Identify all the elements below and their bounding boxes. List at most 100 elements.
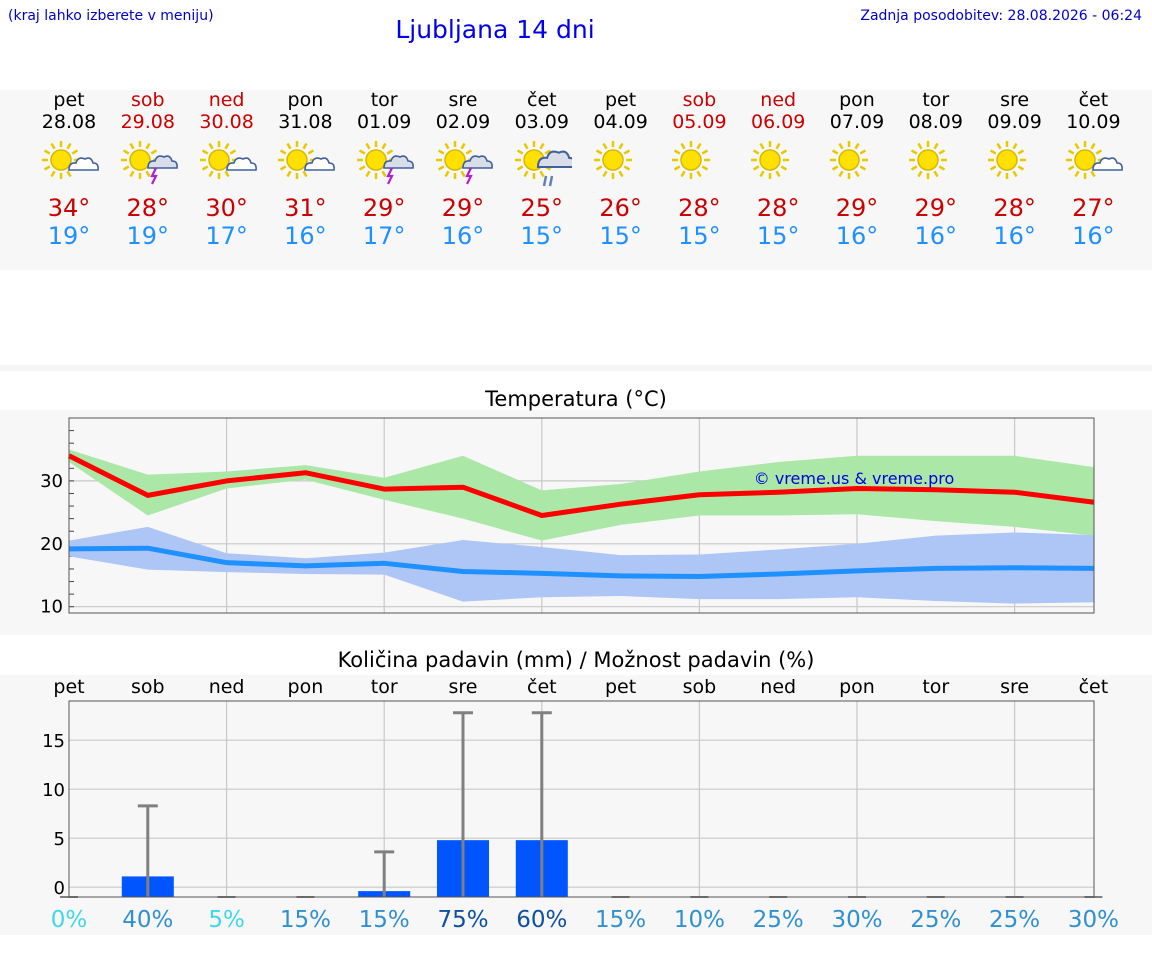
day-column: tor 08.09 29° 16°: [896, 90, 976, 250]
last-updated: Zadnja posodobitev: 28.08.2026 - 06:24: [860, 8, 1142, 24]
sun-icon: [672, 141, 711, 179]
day-date: 02.09: [435, 111, 491, 133]
day-date: 09.09: [987, 111, 1042, 133]
day-name: ned: [208, 89, 245, 111]
day-date: 10.09: [1066, 111, 1121, 133]
precip-probability: 40%: [122, 907, 173, 933]
temp-max: 29°: [362, 194, 406, 222]
day-date: 05.09: [672, 111, 727, 133]
precip-probability: 15%: [280, 907, 331, 933]
min-temp-band: [69, 526, 1094, 604]
temp-min: 17°: [362, 222, 406, 250]
day-column: pet 28.08 34° 19°: [29, 90, 109, 250]
precip-probability: 5%: [208, 907, 245, 933]
page-title: Ljubljana 14 dni: [395, 15, 595, 44]
y-tick-label: 15: [42, 731, 65, 752]
y-tick-label: 5: [54, 829, 65, 850]
sun-icon: [987, 141, 1026, 179]
day-name: pet: [604, 89, 637, 111]
day-date: 28.08: [41, 111, 97, 133]
day-column: tor 01.09 29° 17°: [344, 90, 424, 250]
day-date: 01.09: [356, 111, 412, 133]
day-name: čet: [1078, 89, 1109, 111]
day-name: čet: [527, 89, 557, 111]
temp-max: 28°: [126, 194, 170, 222]
day-name: pon: [287, 89, 324, 111]
temp-max: 28°: [678, 194, 721, 222]
day-name: sob: [131, 89, 165, 111]
day-column: pon 31.08 31° 16°: [265, 90, 345, 250]
temp-max: 34°: [47, 194, 91, 222]
day-column: sob 05.09 28° 15°: [659, 90, 739, 250]
temp-max: 28°: [993, 194, 1036, 222]
max-temp-line: [67, 453, 1095, 518]
day-column: čet 03.09 25° 15°: [502, 90, 582, 250]
y-tick-label: 30: [40, 471, 63, 492]
day-name: pet: [53, 89, 85, 111]
temp-min: 16°: [835, 222, 879, 250]
x-category-label: sob: [683, 676, 717, 698]
temp-min: 17°: [205, 222, 248, 250]
day-date: 06.09: [750, 111, 806, 133]
precip-probability: 15%: [359, 907, 410, 933]
sun-cloud-icon: [278, 141, 336, 179]
temp-min: 16°: [1072, 222, 1115, 250]
temp-min: 19°: [47, 222, 91, 250]
temp-min: 16°: [914, 222, 958, 250]
x-category-label: pon: [288, 676, 324, 698]
day-name: tor: [922, 89, 950, 111]
y-tick-label: 10: [42, 780, 65, 801]
plot-border: [68, 700, 1095, 898]
precip-probability: 30%: [1068, 907, 1119, 933]
precip-probability: 25%: [910, 907, 961, 933]
min-temp-line: [68, 545, 1095, 580]
temp-min: 15°: [756, 222, 800, 250]
temp-min: 16°: [284, 222, 327, 250]
day-column: sob 29.08 28° 19°: [108, 90, 188, 250]
day-date: 29.08: [120, 111, 175, 133]
y-tick-label: 10: [40, 597, 63, 618]
day-name: sre: [448, 89, 478, 111]
temperature-chart-title: Temperatura (°C): [485, 387, 667, 411]
precip-probability: 25%: [989, 907, 1040, 933]
temp-max: 27°: [1072, 194, 1115, 222]
location-hint: (kraj lahko izberete v meniju): [8, 8, 214, 24]
temp-min: 15°: [520, 222, 564, 250]
y-tick-label: 20: [40, 534, 63, 555]
precip-probability: 15%: [595, 907, 646, 933]
day-column: pet 04.09 26° 15°: [581, 90, 661, 250]
sun-icon: [751, 141, 790, 179]
max-temp-band: [69, 449, 1094, 541]
plot-area: [69, 701, 1094, 897]
day-name: pon: [839, 89, 875, 111]
temp-max: 30°: [205, 194, 248, 222]
sun-rain-icon: [514, 141, 572, 187]
sun-icon: [593, 141, 632, 179]
separator: [0, 365, 1152, 371]
temp-max: 29°: [914, 194, 958, 222]
sun-cloud-icon: [199, 141, 257, 179]
precip-probability: 10%: [674, 907, 725, 933]
precip-probability: 25%: [753, 907, 804, 933]
day-column: čet 10.09 27° 16°: [1053, 90, 1133, 250]
temp-max: 31°: [284, 194, 327, 222]
x-category-label: čet: [527, 676, 557, 698]
day-date: 31.08: [278, 111, 333, 133]
day-date: 30.08: [199, 111, 254, 133]
day-name: sre: [1000, 89, 1030, 111]
sun-cloud-icon: [1066, 141, 1124, 179]
day-name: sob: [682, 89, 717, 111]
temp-min: 15°: [678, 222, 721, 250]
day-column: sre 09.09 28° 16°: [975, 90, 1055, 250]
sun-storm-icon: [120, 141, 178, 185]
day-date: 03.09: [514, 111, 569, 133]
precip-probability: 60%: [516, 907, 567, 933]
temp-min: 16°: [993, 222, 1036, 250]
day-name: ned: [760, 89, 797, 111]
temp-max: 26°: [599, 194, 642, 222]
forecast-strip: [0, 90, 1152, 270]
day-date: 04.09: [593, 111, 648, 133]
precip-probability: 75%: [437, 907, 488, 933]
temp-min: 19°: [126, 222, 170, 250]
